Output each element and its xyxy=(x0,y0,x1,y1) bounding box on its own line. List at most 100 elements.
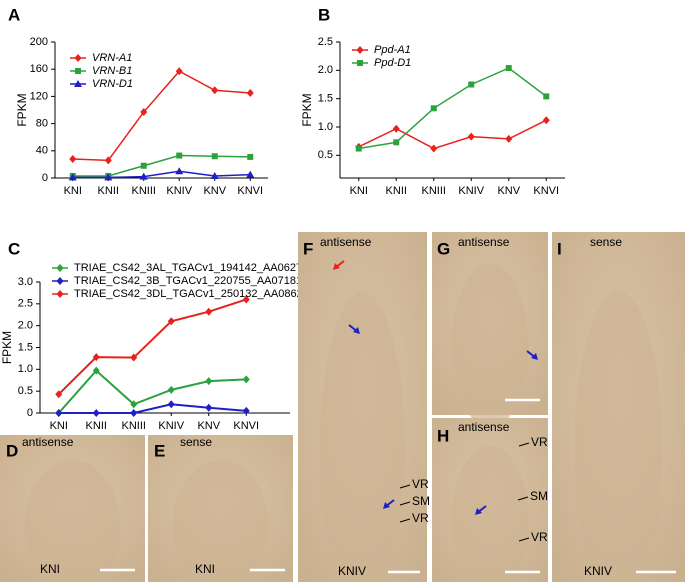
y-tick-label: 2.5 xyxy=(18,298,33,310)
data-point xyxy=(175,67,183,76)
legend-marker xyxy=(356,46,364,54)
x-tick-label: KNII xyxy=(98,185,119,197)
data-point xyxy=(175,167,184,175)
panel-title: antisense xyxy=(320,235,372,249)
y-tick-label: 2.0 xyxy=(18,320,33,332)
annotation-pointer xyxy=(517,496,529,501)
x-tick-label: KNVI xyxy=(533,185,559,197)
data-point xyxy=(92,366,100,375)
x-tick-label: KNIV xyxy=(158,420,184,432)
data-point xyxy=(176,152,183,159)
tissue xyxy=(319,291,406,582)
data-point xyxy=(430,105,437,112)
legend-marker xyxy=(56,290,64,298)
data-point xyxy=(505,134,513,143)
x-tick-label: KNI xyxy=(50,420,68,432)
y-tick-label: 2.5 xyxy=(318,36,333,48)
y-tick-label: 2.0 xyxy=(318,64,333,76)
annotation-pointer xyxy=(399,484,411,489)
series-line xyxy=(72,70,251,162)
y-tick-label: 160 xyxy=(30,63,48,75)
x-tick-label: KNV xyxy=(197,420,220,432)
annotation-pointer xyxy=(518,537,530,542)
data-point xyxy=(130,353,138,362)
y-axis-label: FPKM xyxy=(0,331,14,364)
data-point xyxy=(468,81,475,88)
legend-label: TRIAE_CS42_3AL_TGACv1_194142_AA0627410 xyxy=(74,262,320,274)
data-point xyxy=(393,139,400,146)
panel-label: B xyxy=(318,5,330,24)
legend-label: Ppd-D1 xyxy=(374,57,411,69)
data-point xyxy=(246,89,254,97)
data-point xyxy=(247,153,254,160)
y-tick-label: 0.5 xyxy=(318,149,333,161)
panel-title: antisense xyxy=(458,235,510,249)
series-line xyxy=(358,119,547,150)
stage-label: KNIV xyxy=(584,564,612,578)
y-tick-label: 3.0 xyxy=(18,276,33,288)
data-point xyxy=(205,377,213,386)
annotation: VR xyxy=(412,511,429,525)
annotation-pointer xyxy=(399,501,411,506)
data-point xyxy=(211,86,219,95)
data-point xyxy=(55,409,63,417)
x-tick-label: KNIV xyxy=(166,185,192,197)
data-point xyxy=(210,171,219,179)
tissue xyxy=(24,460,121,582)
legend-marker xyxy=(75,68,81,74)
x-tick-label: KNIII xyxy=(422,185,446,197)
y-tick-label: 40 xyxy=(36,145,48,157)
series-line xyxy=(58,369,247,414)
y-axis-label: FPKM xyxy=(300,93,314,126)
arrow-head xyxy=(353,327,360,334)
panel-title: sense xyxy=(180,435,212,449)
x-tick-label: KNIV xyxy=(458,185,484,197)
tissue xyxy=(172,460,269,582)
legend-label: TRIAE_CS42_3DL_TGACv1_250132_AA0862670 xyxy=(74,288,321,300)
data-point xyxy=(104,173,113,181)
x-tick-label: KNII xyxy=(86,420,107,432)
series-line xyxy=(58,403,247,414)
data-point xyxy=(211,153,218,160)
data-point xyxy=(140,162,147,169)
series-line xyxy=(358,67,547,150)
legend-marker xyxy=(357,60,363,66)
tissue xyxy=(451,263,529,428)
legend-label: TRIAE_CS42_3B_TGACv1_220755_AA0718150 xyxy=(74,275,314,287)
panel-label: I xyxy=(557,239,562,258)
arrow-head xyxy=(531,353,538,360)
arrow-head xyxy=(475,508,482,515)
data-point xyxy=(68,173,77,181)
x-tick-label: KNV xyxy=(497,185,520,197)
y-tick-label: 1.5 xyxy=(318,93,333,105)
y-tick-label: 0 xyxy=(42,172,48,184)
annotation-pointer xyxy=(518,442,530,447)
panel-label: C xyxy=(8,239,20,258)
x-tick-label: KNVI xyxy=(233,420,259,432)
legend-label: VRN-B1 xyxy=(92,65,132,77)
y-axis-label: FPKM xyxy=(15,93,29,126)
data-point xyxy=(205,307,213,316)
data-point xyxy=(130,409,138,417)
x-tick-label: KNII xyxy=(386,185,407,197)
y-tick-label: 120 xyxy=(30,90,48,102)
data-point xyxy=(167,385,175,394)
data-point xyxy=(92,409,100,417)
y-tick-label: 0 xyxy=(27,407,33,419)
legend-marker xyxy=(74,54,82,62)
tissue xyxy=(574,291,663,582)
x-tick-label: KNI xyxy=(64,185,82,197)
annotation: SM xyxy=(412,494,430,508)
data-point xyxy=(139,172,148,180)
stage-label: KNI xyxy=(40,562,60,576)
x-tick-label: KNI xyxy=(350,185,368,197)
data-point xyxy=(69,154,77,163)
series-line xyxy=(72,170,251,179)
data-point xyxy=(543,93,550,100)
arrow-head xyxy=(383,502,390,509)
panel-label: E xyxy=(154,441,165,460)
panel-title: antisense xyxy=(22,435,74,449)
y-tick-label: 80 xyxy=(36,118,48,130)
legend-marker xyxy=(74,80,82,87)
annotation: VR xyxy=(531,435,548,449)
